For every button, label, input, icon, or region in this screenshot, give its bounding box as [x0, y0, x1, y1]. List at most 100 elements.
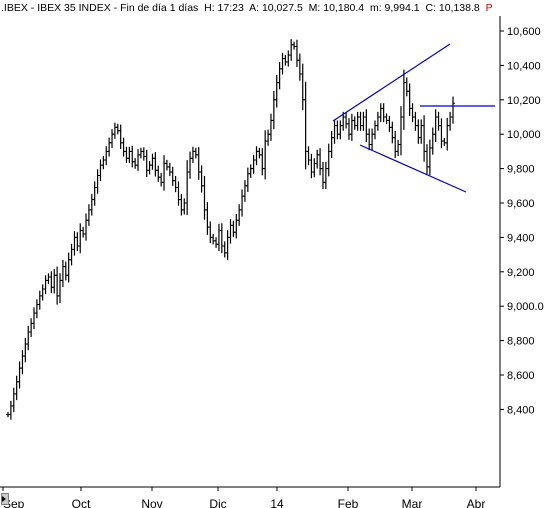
y-tick-label: 8,800	[507, 336, 535, 348]
price-bar	[306, 146, 311, 166]
price-bar	[78, 223, 83, 254]
price-bar	[352, 116, 357, 130]
price-bar	[216, 223, 221, 251]
price-bar	[266, 129, 271, 146]
price-bar	[66, 252, 71, 283]
price-bar	[75, 232, 80, 252]
x-tick-label: Mar	[402, 497, 423, 508]
price-bars	[6, 39, 455, 420]
price-bar	[196, 147, 201, 180]
scroll-left-arrow-icon[interactable]	[2, 496, 6, 502]
price-bar	[424, 144, 429, 175]
y-tick-label: 9,600	[507, 198, 535, 210]
price-bar	[29, 318, 34, 338]
price-bar	[254, 146, 259, 166]
price-bar	[257, 147, 262, 159]
price-bar	[222, 241, 227, 258]
price-bar	[162, 155, 167, 191]
price-bar	[240, 189, 245, 217]
price-bar	[185, 160, 190, 215]
price-bar	[349, 113, 354, 141]
price-bar	[228, 219, 233, 244]
price-bar	[404, 77, 409, 97]
price-bar	[34, 299, 39, 319]
y-tick-label: 9,000.0	[507, 301, 544, 313]
price-bar	[141, 147, 146, 161]
price-bar	[92, 181, 97, 206]
price-bar	[364, 109, 369, 142]
price-bar	[260, 148, 265, 176]
price-bar	[326, 143, 331, 177]
price-bar	[95, 169, 100, 194]
price-bar	[401, 69, 406, 130]
price-bar	[173, 175, 178, 193]
price-bar	[164, 159, 169, 171]
x-tick-label: Nov	[141, 497, 162, 508]
price-bar	[309, 153, 314, 179]
x-tick-label: Oct	[72, 497, 91, 508]
price-bar	[81, 226, 86, 238]
price-bar	[8, 400, 13, 420]
price-bar	[372, 120, 377, 140]
price-bar	[323, 161, 328, 190]
y-tick-label: 10,400	[507, 60, 541, 72]
x-axis: Sep Oct Nov Dic 14 Feb Mar Abr	[2, 487, 485, 508]
price-bar	[390, 121, 395, 144]
price-bar	[49, 271, 54, 293]
price-bar	[130, 145, 135, 168]
price-bar	[297, 53, 302, 81]
index-name: IBEX 35 INDEX	[37, 2, 111, 14]
price-bar	[413, 111, 418, 131]
header-separator: -	[27, 2, 38, 14]
price-bar	[193, 147, 198, 159]
price-bar	[23, 337, 28, 363]
low-value: m: 9,994.1	[369, 2, 420, 14]
price-bar	[127, 146, 132, 163]
trendlines	[332, 43, 495, 193]
price-bar	[329, 130, 334, 159]
price-bar	[242, 180, 247, 202]
y-tick-label: 10,200	[507, 95, 541, 107]
price-bar	[159, 173, 164, 187]
x-tick-label: Feb	[338, 497, 359, 508]
price-bar	[268, 113, 273, 141]
y-tick-label: 9,200	[507, 267, 535, 279]
price-bar	[433, 109, 438, 142]
price-bar	[393, 130, 398, 159]
y-tick-label: 8,400	[507, 404, 535, 416]
price-bar	[179, 193, 184, 216]
y-tick-label: 8,600	[507, 370, 535, 382]
price-bar	[251, 154, 256, 174]
price-bar	[107, 137, 112, 157]
price-bar	[271, 91, 276, 130]
price-bar	[115, 123, 120, 135]
price-bar	[150, 153, 155, 170]
price-bar	[234, 214, 239, 239]
price-bar	[20, 349, 25, 375]
lower-trendline	[359, 144, 467, 193]
price-bar	[170, 166, 175, 186]
x-tick-label: 14	[270, 497, 284, 508]
price-bar	[205, 202, 210, 235]
price-bar	[419, 119, 424, 144]
price-bar	[280, 52, 285, 75]
price-bar	[335, 120, 340, 140]
price-bar	[442, 137, 447, 146]
price-bar	[410, 103, 415, 123]
price-bar	[58, 273, 63, 304]
price-bar	[101, 155, 106, 170]
price-bar	[190, 146, 195, 163]
price-bar	[332, 119, 337, 144]
chart-gridlines	[0, 16, 501, 488]
y-tick-label: 10,600	[507, 26, 541, 38]
price-bar	[60, 259, 65, 288]
y-tick-label: 9,800	[507, 164, 535, 176]
price-flag: P	[485, 2, 493, 14]
price-bar	[378, 103, 383, 123]
price-bar	[26, 325, 31, 351]
price-bar	[381, 103, 386, 123]
price-bar	[436, 111, 441, 131]
price-bar	[89, 193, 94, 216]
price-bar	[384, 113, 389, 125]
